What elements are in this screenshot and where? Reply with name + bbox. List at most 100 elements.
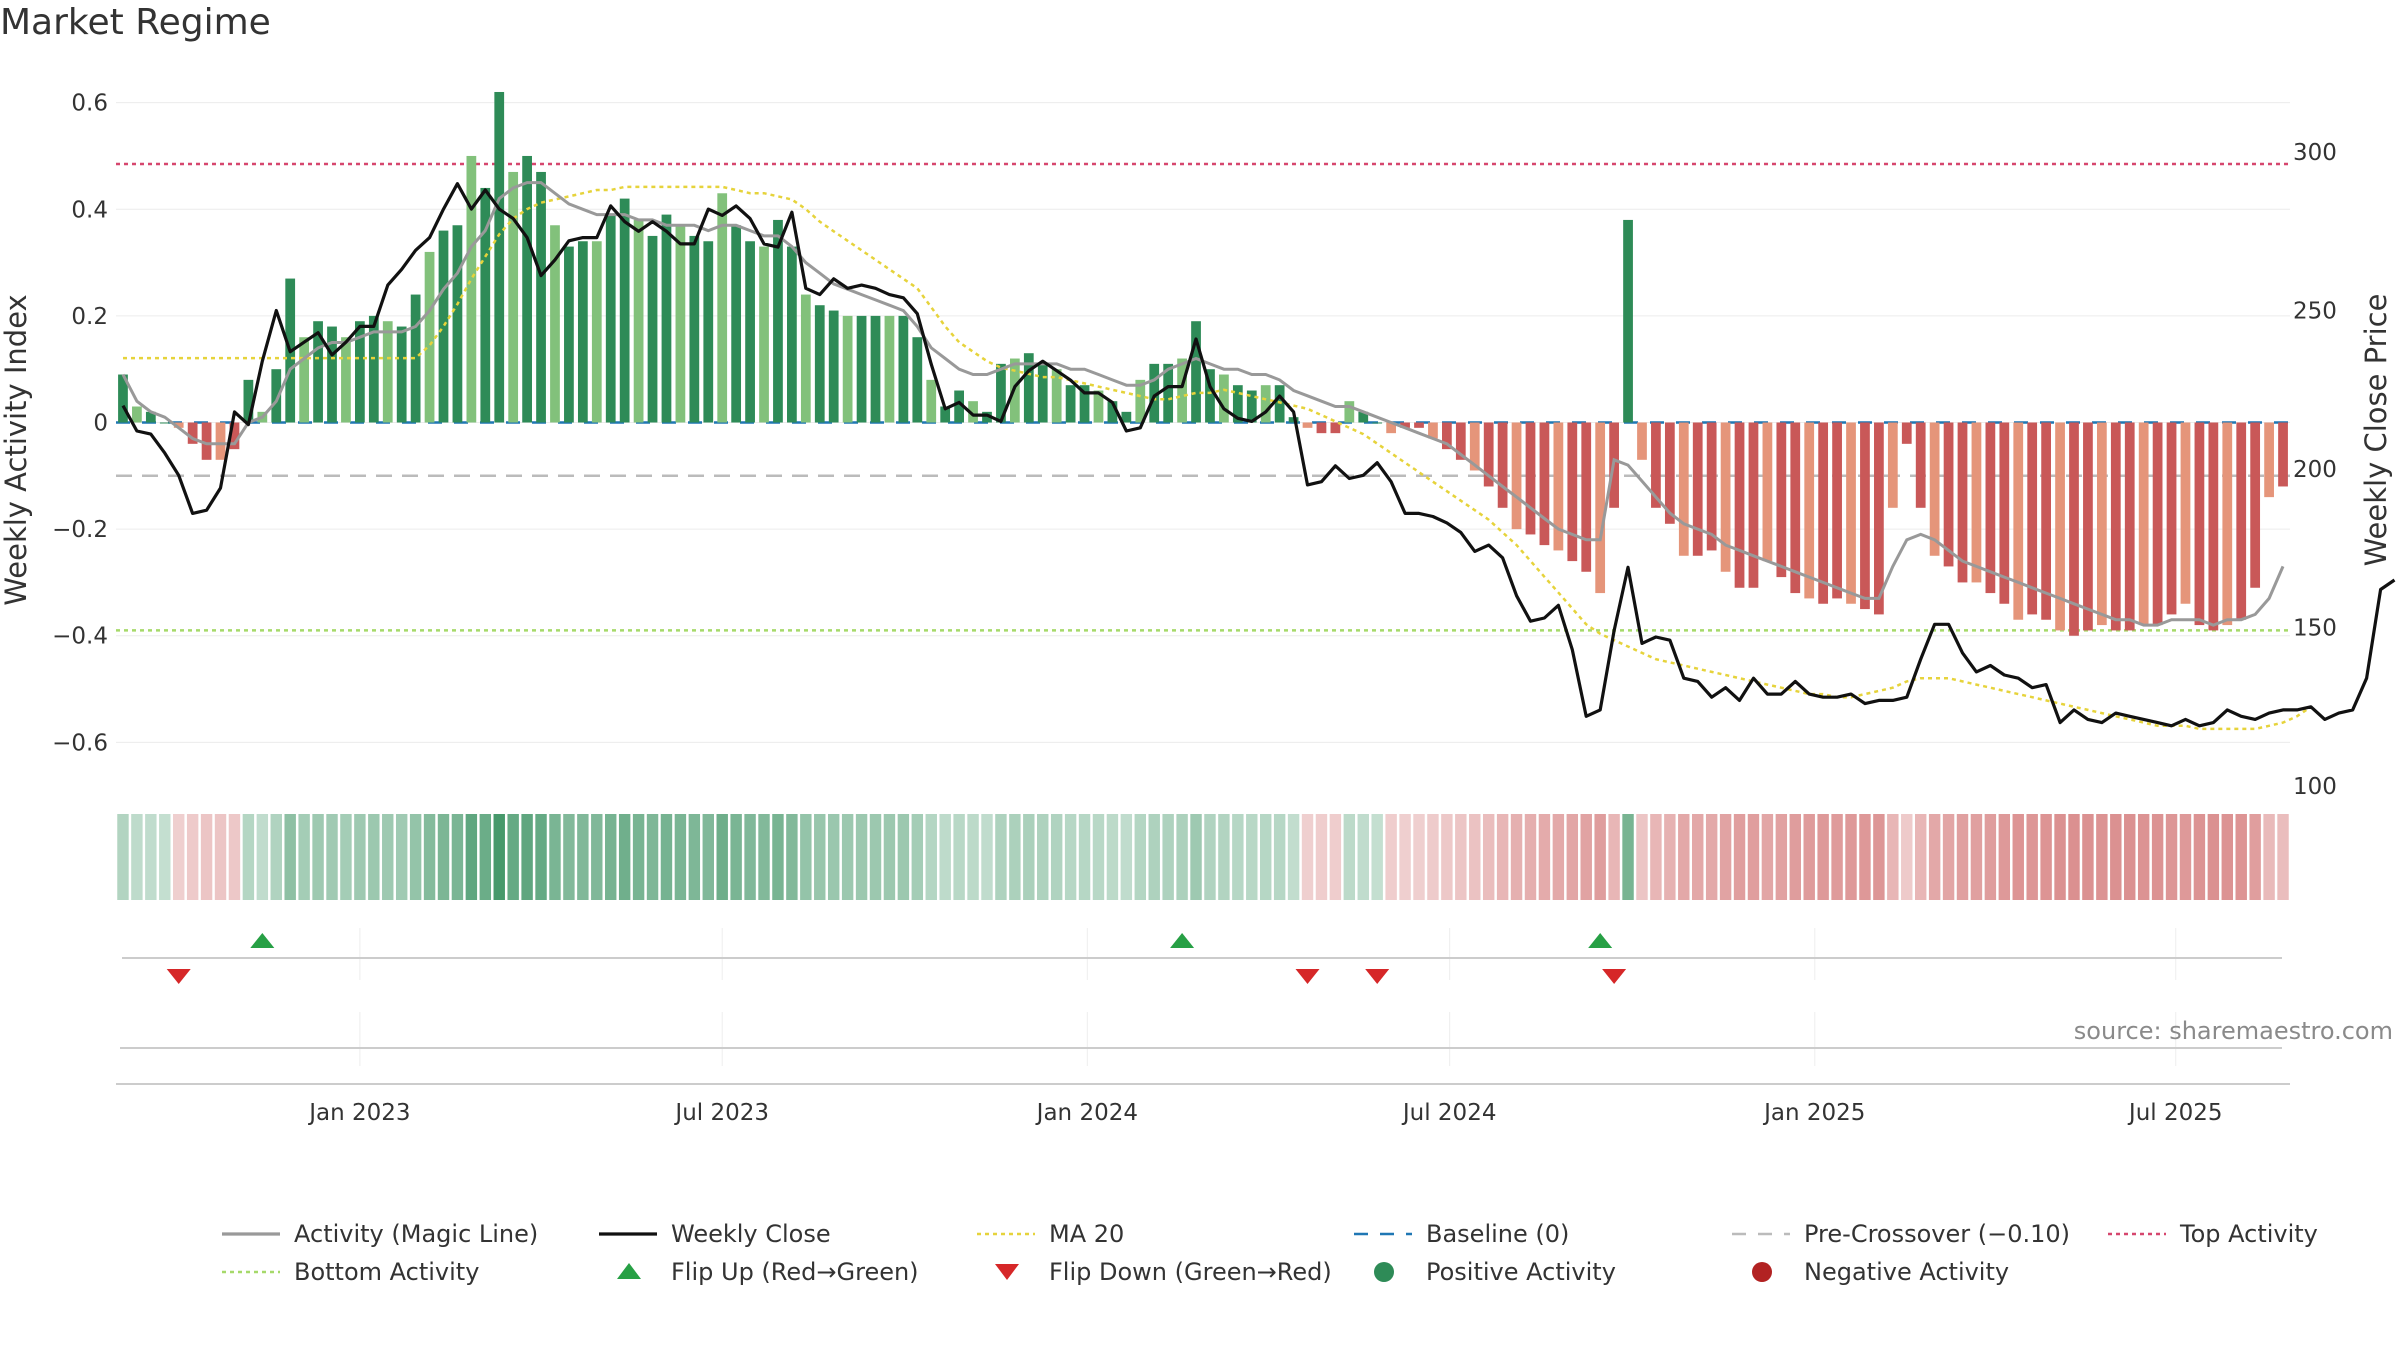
y-right-tick-label: 250 bbox=[2293, 299, 2337, 325]
activity-bar bbox=[870, 315, 881, 423]
regime-cell bbox=[340, 814, 352, 900]
activity-bar bbox=[940, 406, 951, 423]
flip-up-marker bbox=[1588, 933, 1613, 948]
regime-cell bbox=[2249, 814, 2261, 900]
regime-cell bbox=[2193, 814, 2206, 900]
activity-bar bbox=[1232, 385, 1243, 423]
regime-cell bbox=[800, 814, 812, 900]
regime-cell bbox=[1622, 814, 1634, 900]
regime-cell bbox=[1566, 814, 1579, 900]
regime-cell bbox=[995, 814, 1007, 900]
legend-item: Top Activity bbox=[2108, 1220, 2318, 1248]
activity-bar bbox=[1762, 422, 1773, 562]
regime-cell bbox=[465, 814, 478, 900]
regime-cell bbox=[270, 814, 282, 900]
regime-cell bbox=[1050, 814, 1063, 900]
regime-cell bbox=[1552, 814, 1565, 900]
activity-bar bbox=[1260, 385, 1271, 423]
series-lines bbox=[121, 181, 2396, 731]
activity-bar bbox=[494, 91, 505, 423]
regime-cell bbox=[1329, 814, 1342, 900]
regime-cell bbox=[772, 814, 784, 900]
activity-bar bbox=[800, 294, 811, 423]
regime-cell bbox=[1901, 814, 1913, 900]
regime-cell bbox=[1092, 814, 1105, 900]
activity-bar bbox=[2152, 422, 2163, 626]
flip-down-marker bbox=[1602, 969, 1627, 984]
activity-bar bbox=[1177, 358, 1187, 423]
regime-cell bbox=[1218, 814, 1230, 900]
regime-cell bbox=[2110, 814, 2122, 900]
activity-bar bbox=[1915, 422, 1926, 508]
regime-cell bbox=[312, 814, 324, 900]
regime-cell bbox=[939, 814, 951, 900]
activity-bar bbox=[2194, 422, 2205, 626]
activity-bar bbox=[2278, 422, 2288, 487]
regime-cell bbox=[1190, 814, 1202, 900]
regime-cell bbox=[354, 814, 366, 900]
activity-bar bbox=[968, 401, 978, 423]
legend-item: Baseline (0) bbox=[1354, 1220, 1569, 1248]
x-tick-label: Jul 2024 bbox=[1401, 1100, 1497, 1126]
regime-cell bbox=[1636, 814, 1648, 900]
activity-bar bbox=[661, 214, 672, 423]
regime-cell bbox=[145, 814, 157, 900]
activity-bar bbox=[1400, 422, 1410, 428]
activity-bar bbox=[1442, 422, 1452, 450]
activity-bar bbox=[1818, 422, 1829, 604]
legend-label: Weekly Close bbox=[671, 1220, 831, 1248]
regime-cell bbox=[242, 814, 255, 900]
regime-cell bbox=[2124, 814, 2136, 900]
regime-cell bbox=[186, 814, 199, 900]
regime-cell bbox=[981, 814, 993, 900]
activity-bar bbox=[2055, 422, 2065, 631]
activity-bar bbox=[1316, 422, 1327, 434]
activity-bar bbox=[1678, 422, 1689, 556]
regime-cell bbox=[159, 814, 171, 900]
regime-cell bbox=[577, 814, 589, 900]
activity-bar bbox=[201, 422, 212, 460]
activity-bar bbox=[1595, 422, 1606, 594]
regime-cell bbox=[1538, 814, 1551, 900]
activity-bar bbox=[1999, 422, 2010, 604]
weekly-close-line bbox=[121, 182, 2396, 728]
legend-swatch bbox=[1374, 1262, 1394, 1282]
activity-bar bbox=[1205, 369, 1215, 423]
activity-bar bbox=[689, 235, 700, 423]
regime-cell bbox=[1064, 814, 1077, 900]
activity-bar bbox=[229, 422, 240, 450]
flip-down-marker bbox=[1295, 969, 1320, 984]
regime-cell bbox=[2068, 814, 2080, 900]
regime-cell bbox=[1427, 814, 1439, 900]
legend-label: Negative Activity bbox=[1804, 1258, 2009, 1286]
activity-bar bbox=[1121, 411, 1132, 423]
activity-bar bbox=[591, 241, 602, 423]
regime-cell bbox=[2026, 814, 2038, 900]
regime-cell bbox=[911, 814, 924, 900]
regime-cell bbox=[507, 814, 519, 900]
regime-cell bbox=[1664, 814, 1676, 900]
x-tick-label: Jan 2025 bbox=[1762, 1100, 1865, 1126]
regime-cell bbox=[172, 814, 185, 900]
regime-cell bbox=[200, 814, 213, 900]
regime-cell bbox=[395, 814, 408, 900]
regime-cell bbox=[953, 814, 965, 900]
regime-cell bbox=[1315, 814, 1328, 900]
activity-bar bbox=[550, 225, 560, 423]
activity-bar bbox=[1107, 401, 1118, 423]
activity-bar bbox=[2138, 422, 2149, 626]
regime-cell bbox=[897, 814, 910, 900]
regime-cell bbox=[1301, 814, 1314, 900]
regime-cell bbox=[1385, 814, 1397, 900]
activity-bar bbox=[731, 225, 742, 423]
x-axis-ticks: Jan 2023 Jul 2023 Jan 2024 Jul 2024 Jan 2025… bbox=[116, 1083, 2290, 1126]
activity-bar bbox=[2264, 422, 2274, 498]
legend-item: Activity (Magic Line) bbox=[222, 1220, 538, 1248]
regime-cell bbox=[1413, 814, 1425, 900]
activity-bar bbox=[1191, 321, 1201, 423]
lower-panel bbox=[120, 1012, 2282, 1066]
activity-bar bbox=[1386, 422, 1397, 434]
activity-bar bbox=[159, 422, 170, 424]
legend-item: Flip Up (Red→Green) bbox=[617, 1258, 919, 1286]
activity-bar bbox=[2222, 422, 2233, 626]
